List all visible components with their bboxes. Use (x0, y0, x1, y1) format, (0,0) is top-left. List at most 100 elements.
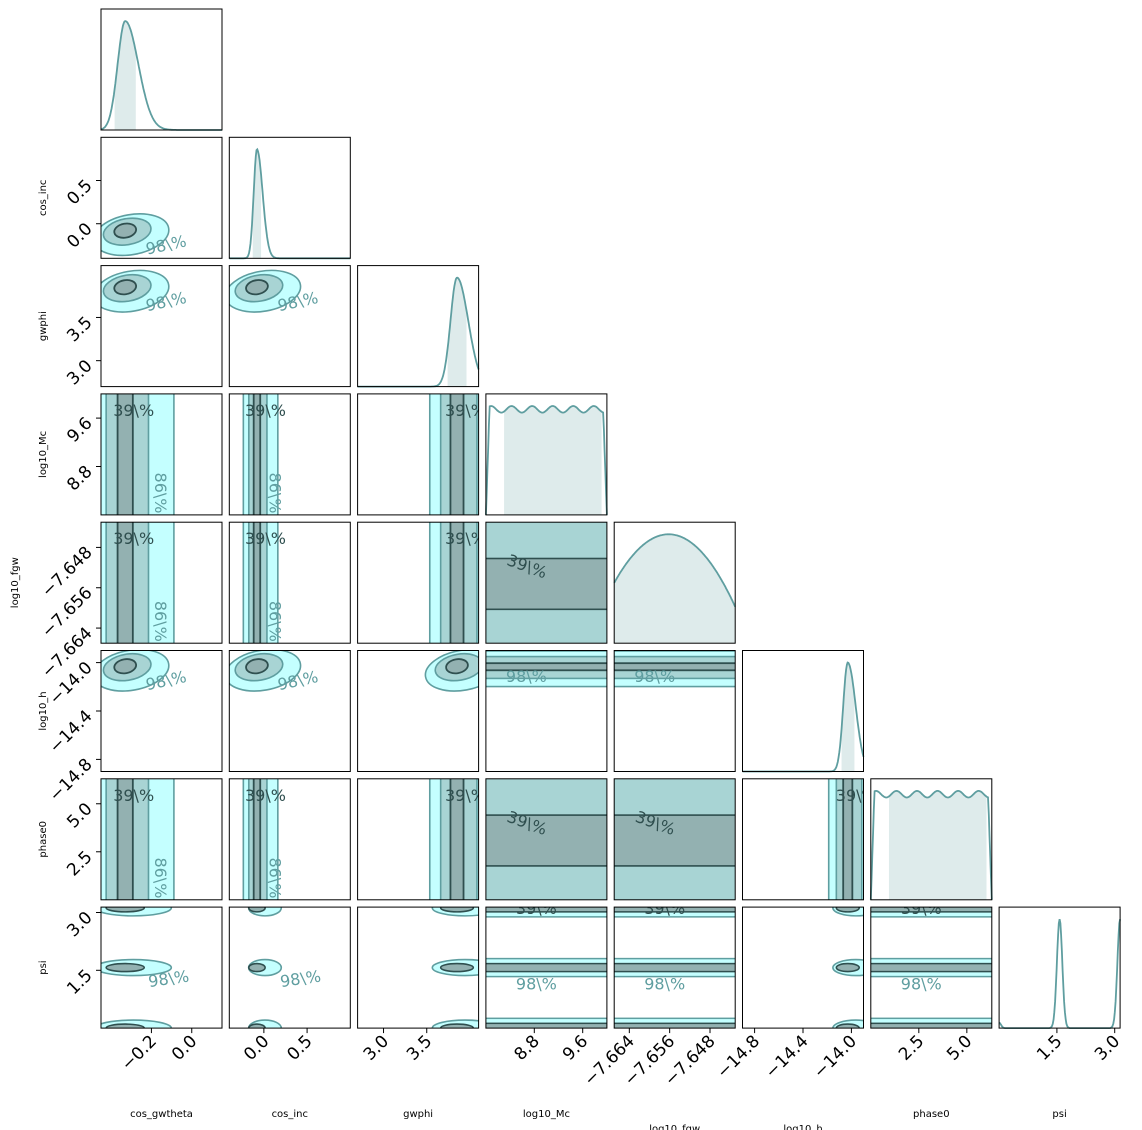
contour-label: 86\% (266, 473, 285, 514)
y-axis-label: phase0 (38, 821, 49, 858)
x-tick-label: 0.5 (283, 1031, 316, 1064)
marginal-cos-gwtheta (100, 8, 223, 131)
y-axis-label: log10_h (38, 691, 49, 730)
panel-log10-fgw-vs-cos-gwtheta: 39\% 86\% (100, 521, 223, 644)
panel-gwphi-vs-cos-inc: 98\% (228, 265, 351, 388)
contour-region (113, 658, 138, 675)
contour-band (485, 962, 607, 973)
contour-band (485, 557, 607, 611)
y-tick-label: 0.5 (63, 176, 96, 209)
marginal-curve (998, 919, 1121, 1029)
contour-label: 39\% (245, 529, 286, 548)
contour-region (439, 907, 475, 913)
contour-band (614, 1022, 736, 1029)
cell-frame (485, 778, 608, 901)
contour-label: 39\% (445, 786, 486, 805)
contour-label: 39\% (901, 899, 942, 918)
marginal-gwphi (357, 265, 480, 388)
y-tick-label: 3.5 (63, 313, 96, 346)
y-tick-label: 3.0 (63, 908, 96, 941)
x-axis-log10-h: −14.8−14.4−14.0 log10_h (713, 1028, 861, 1130)
x-tick-label: −14.8 (713, 1031, 764, 1082)
y-axis-label: gwphi (38, 311, 49, 341)
contour-region (439, 1023, 475, 1029)
y-tick-label: 3.0 (63, 356, 96, 389)
cell-frame (357, 906, 480, 1029)
cell-frame (357, 650, 480, 772)
cell-frame (228, 136, 351, 259)
panel-psi-vs-log10-mc: 98\% 39\% (485, 899, 608, 1029)
cell-frame (742, 650, 864, 772)
contour-label: 86\% (151, 857, 170, 898)
marginal-log10-fgw (613, 521, 737, 644)
marginal-band (888, 790, 987, 900)
y-axis-phase0: 2.5 5.0 phase0 (38, 799, 101, 880)
marginal-log10-mc (485, 393, 608, 516)
cell-frame (742, 778, 864, 901)
cell-frame (228, 906, 351, 1029)
contour-band (870, 1022, 992, 1029)
contour-band (614, 907, 736, 913)
cell-frame (100, 778, 223, 901)
panel-log10-h-vs-cos-inc: 98\% (228, 650, 351, 772)
x-tick-label: 5.0 (943, 1031, 976, 1064)
marginal-log10-h (742, 650, 865, 773)
contour-band (449, 778, 465, 900)
x-tick-label: 3.5 (403, 1031, 436, 1064)
y-axis-label: log10_fgw (10, 557, 21, 608)
cell-frame (485, 393, 608, 516)
cell-frame (485, 650, 608, 772)
contour-label: 86\% (151, 601, 170, 642)
x-axis-label: log10_fgw (649, 1124, 700, 1130)
panel-log10-mc-vs-gwphi: 39\%86\% (357, 393, 486, 516)
y-axis-label: psi (38, 960, 49, 974)
y-axis-psi: 1.5 3.0 psi (38, 908, 101, 999)
panel-psi-vs-log10-fgw: 98\% 39\% (613, 906, 736, 1029)
y-tick-label: 0.0 (63, 219, 96, 252)
contour-region (247, 1023, 266, 1029)
y-axis-log10-mc: 8.8 9.6 log10_Mc (38, 413, 101, 495)
y-axis-label: cos_inc (38, 180, 49, 216)
x-axis-phase0: 2.5 5.0 phase0 (895, 1028, 976, 1120)
contour-band (614, 814, 736, 867)
cell-frame (613, 521, 736, 644)
panel-log10-mc-vs-cos-gwtheta: 39\% 86\% (100, 393, 223, 516)
contour-band (252, 393, 262, 515)
cell-frame (998, 906, 1121, 1029)
contour-band (485, 1022, 607, 1029)
contour-label: 39\% (445, 401, 486, 420)
cell-frame (613, 778, 736, 901)
panel-phase0-vs-cos-inc: 39\% 86\% (228, 778, 351, 901)
panel-log10-h-vs-log10-mc: 98\% (485, 650, 608, 772)
cell-frame (357, 393, 480, 516)
x-axis-label: cos_gwtheta (130, 1109, 193, 1120)
cell-frame (228, 393, 351, 516)
cell-frame (357, 521, 480, 644)
cell-frame (485, 521, 608, 644)
panel-log10-mc-vs-cos-inc: 39\% 86\% (228, 393, 351, 516)
contour-region (835, 962, 861, 973)
panel-psi-vs-phase0: 98\% 39\% (870, 899, 993, 1029)
contour-label: 39\% (113, 401, 154, 420)
cell-frame (100, 521, 223, 644)
panel-phase0-vs-log10-mc: 39\% (485, 778, 608, 901)
x-axis-label: log10_h (783, 1124, 822, 1130)
x-axis-cos-inc: 0.0 0.5 cos_inc (240, 1028, 317, 1120)
contour-region (113, 279, 138, 296)
cell-frame (357, 778, 480, 901)
panel-phase0-vs-cos-gwtheta: 39\% 86\% (100, 778, 223, 901)
panel-log10-h-vs-cos-gwtheta: 98\% (100, 650, 223, 772)
contour-label: 39\% (113, 786, 154, 805)
contour-region (835, 907, 861, 913)
x-axis-label: phase0 (913, 1109, 950, 1120)
contour-band (116, 522, 134, 644)
contour-label: 86\% (151, 473, 170, 514)
contour-band (870, 962, 992, 973)
y-tick-label: −14.8 (46, 755, 97, 806)
x-tick-label: −14.4 (762, 1031, 813, 1082)
y-tick-label: −14.4 (46, 706, 97, 757)
x-tick-label: 1.5 (1033, 1031, 1066, 1064)
contour-label: 39\% (516, 899, 557, 918)
